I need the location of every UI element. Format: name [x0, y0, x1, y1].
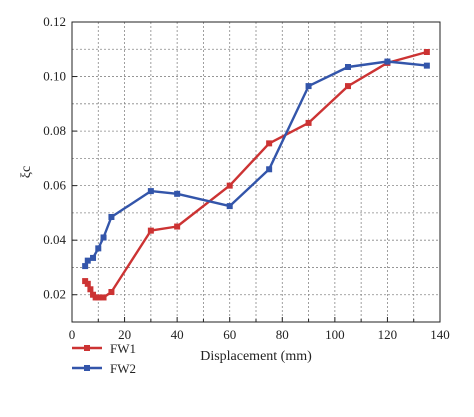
y-tick-label: 0.10 — [43, 69, 66, 84]
x-tick-label: 20 — [118, 327, 131, 342]
data-point-fw1 — [147, 227, 154, 234]
data-point-fw2 — [95, 245, 102, 252]
legend-marker-fw2 — [84, 365, 90, 371]
y-axis-label: ξc — [19, 166, 34, 178]
data-point-fw1 — [95, 294, 102, 301]
y-tick-label: 0.12 — [43, 14, 66, 29]
legend-label-fw1: FW1 — [110, 341, 136, 356]
data-point-fw2 — [226, 203, 233, 210]
data-point-fw2 — [345, 64, 351, 70]
x-tick-label: 80 — [276, 327, 289, 342]
data-point-fw2 — [90, 254, 97, 261]
axis-ticks: 0 20 40 60 80 100 120 140 0.02 0.04 0.06 0.08 0.10 0.… — [43, 14, 450, 342]
data-point-fw1 — [423, 49, 430, 55]
grid-lines — [72, 22, 440, 322]
data-point-fw1 — [266, 140, 273, 147]
data-point-fw2 — [174, 190, 181, 197]
data-point-fw2 — [108, 214, 115, 220]
data-point-fw1 — [345, 83, 351, 90]
data-point-fw1 — [305, 119, 312, 126]
data-point-fw2 — [84, 257, 91, 264]
data-point-fw2 — [423, 62, 430, 69]
data-point-fw2 — [147, 188, 154, 195]
x-tick-label: 60 — [223, 327, 236, 342]
series-layer — [82, 49, 430, 301]
data-point-fw2 — [305, 83, 312, 90]
data-point-fw1 — [226, 182, 233, 189]
x-tick-label: 0 — [69, 327, 76, 342]
y-tick-label: 0.08 — [43, 123, 66, 138]
data-point-fw2 — [266, 166, 273, 173]
data-point-fw2 — [82, 263, 89, 270]
legend-marker-fw1 — [84, 345, 90, 351]
data-point-fw1 — [84, 280, 91, 287]
x-axis-label: Displacement (mm) — [200, 349, 312, 364]
data-point-fw1 — [100, 294, 107, 301]
x-tick-label: 120 — [378, 327, 398, 342]
data-point-fw1 — [87, 286, 94, 293]
data-point-fw1 — [108, 289, 115, 295]
x-tick-label: 40 — [171, 327, 184, 342]
x-tick-label: 140 — [430, 327, 450, 342]
y-tick-label: 0.04 — [43, 232, 66, 247]
legend-label-fw2: FW2 — [110, 361, 136, 376]
data-point-fw1 — [174, 223, 181, 230]
data-point-fw2 — [100, 234, 107, 241]
y-tick-label: 0.06 — [43, 178, 66, 193]
x-tick-label: 100 — [325, 327, 345, 342]
y-tick-label: 0.02 — [43, 287, 66, 302]
data-point-fw2 — [384, 58, 391, 65]
